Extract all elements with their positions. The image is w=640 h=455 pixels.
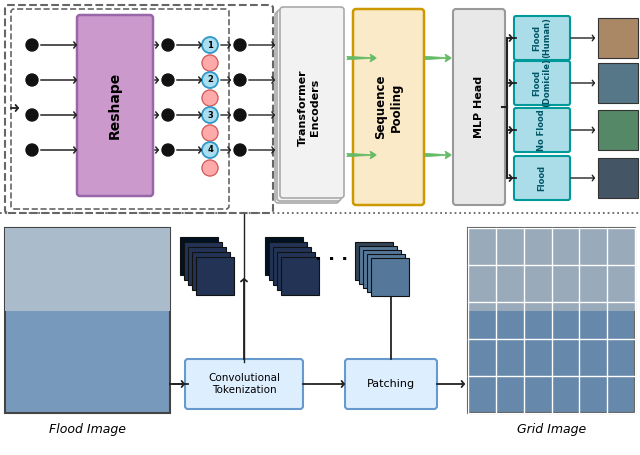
Circle shape [26, 144, 38, 156]
FancyBboxPatch shape [453, 9, 505, 205]
Bar [184, 242, 222, 280]
Text: Transformer
Encoders: Transformer Encoders [298, 69, 320, 146]
Text: Patching: Patching [367, 379, 415, 389]
Bar [363, 250, 401, 288]
FancyBboxPatch shape [514, 61, 570, 105]
FancyBboxPatch shape [185, 359, 303, 409]
Circle shape [202, 55, 218, 71]
Bar [359, 246, 397, 284]
Circle shape [162, 144, 174, 156]
Bar [180, 237, 218, 275]
Circle shape [202, 107, 218, 123]
Text: 4: 4 [207, 146, 213, 155]
Bar [269, 242, 307, 280]
FancyBboxPatch shape [514, 156, 570, 200]
Text: No Flood: No Flood [538, 109, 547, 151]
Circle shape [234, 144, 246, 156]
Bar [5, 228, 170, 311]
Bar [598, 63, 638, 103]
Bar [598, 158, 638, 198]
Bar [196, 257, 234, 295]
Text: Flood: Flood [538, 165, 547, 191]
Circle shape [202, 125, 218, 141]
Text: Grid Image: Grid Image [517, 423, 586, 436]
Text: 1: 1 [207, 40, 213, 50]
FancyBboxPatch shape [277, 10, 341, 201]
Circle shape [202, 160, 218, 176]
Text: Flood
(Domicile): Flood (Domicile) [532, 59, 552, 107]
FancyBboxPatch shape [514, 16, 570, 60]
Bar [371, 258, 409, 296]
Text: · · ·: · · · [316, 251, 349, 269]
Bar [192, 252, 230, 290]
FancyBboxPatch shape [275, 12, 339, 203]
Text: Reshape: Reshape [108, 72, 122, 139]
Bar [5, 228, 170, 413]
Circle shape [162, 109, 174, 121]
Circle shape [234, 109, 246, 121]
Circle shape [202, 72, 218, 88]
FancyBboxPatch shape [514, 108, 570, 152]
Circle shape [234, 74, 246, 86]
Bar [265, 237, 303, 275]
Circle shape [26, 74, 38, 86]
Bar [598, 18, 638, 58]
Text: MLP Head: MLP Head [474, 76, 484, 138]
Bar [355, 242, 393, 280]
Circle shape [162, 74, 174, 86]
Bar [188, 247, 226, 285]
Text: Convolutional
Tokenization: Convolutional Tokenization [208, 373, 280, 395]
Bar [273, 247, 311, 285]
FancyBboxPatch shape [77, 15, 153, 196]
Circle shape [162, 39, 174, 51]
Bar [277, 252, 315, 290]
Circle shape [202, 90, 218, 106]
Bar [468, 228, 635, 413]
Bar [468, 228, 635, 311]
Bar [281, 257, 319, 295]
Text: 3: 3 [207, 111, 213, 120]
Circle shape [202, 37, 218, 53]
Text: 2: 2 [207, 76, 213, 85]
Circle shape [202, 142, 218, 158]
FancyBboxPatch shape [280, 7, 344, 198]
FancyBboxPatch shape [353, 9, 424, 205]
Circle shape [234, 39, 246, 51]
FancyBboxPatch shape [345, 359, 437, 409]
Text: Flood Image: Flood Image [49, 423, 126, 436]
Text: Sequence
Pooling: Sequence Pooling [374, 75, 403, 139]
Circle shape [26, 109, 38, 121]
Text: Flood
(Human): Flood (Human) [532, 18, 552, 58]
Bar [598, 110, 638, 150]
Circle shape [26, 39, 38, 51]
Bar [367, 254, 405, 292]
